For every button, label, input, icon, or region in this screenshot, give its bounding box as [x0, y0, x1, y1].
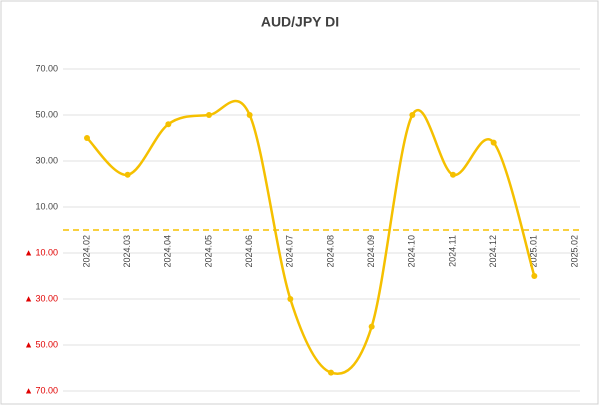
point [206, 112, 212, 118]
x-tick-label: 2024.09 [366, 235, 376, 268]
x-tick-label: 2024.12 [488, 235, 498, 268]
x-tick-label: 2024.07 [285, 235, 295, 268]
y-tick-label: 10.00 [35, 201, 58, 211]
y-tick-label: 70.00 [35, 63, 58, 73]
point [84, 135, 90, 141]
x-tick-label: 2024.10 [407, 235, 417, 268]
x-tick-label: 2024.04 [163, 235, 173, 268]
point [328, 369, 334, 376]
y-tick-label: 50.00 [35, 109, 58, 119]
x-tick-label: 2024.11 [447, 235, 457, 267]
y-tick-label: ▲ 10.00 [24, 247, 58, 257]
chart-title: AUD/JPY DI [261, 14, 339, 30]
y-tick-label: ▲ 50.00 [24, 339, 58, 349]
point [368, 323, 375, 330]
x-tick-label: 2024.08 [325, 235, 335, 268]
x-tick-label: 2024.05 [203, 235, 213, 268]
point [165, 121, 172, 128]
x-tick-label: 2024.06 [244, 235, 254, 268]
y-tick-label: ▲ 30.00 [24, 293, 58, 303]
point [287, 296, 294, 302]
point [490, 139, 497, 146]
x-tick-label: 2024.02 [81, 235, 91, 268]
point [531, 273, 538, 279]
y-tick-label: 30.00 [35, 155, 58, 165]
x-tick-label: 2025.01 [529, 235, 539, 268]
x-tick-label: 2025.02 [569, 235, 579, 268]
point [124, 171, 131, 178]
x-tick-label: 2024.03 [122, 235, 132, 268]
point [246, 112, 253, 118]
point [450, 171, 456, 178]
point [409, 112, 416, 118]
y-tick-label: ▲ 70.00 [24, 385, 58, 395]
